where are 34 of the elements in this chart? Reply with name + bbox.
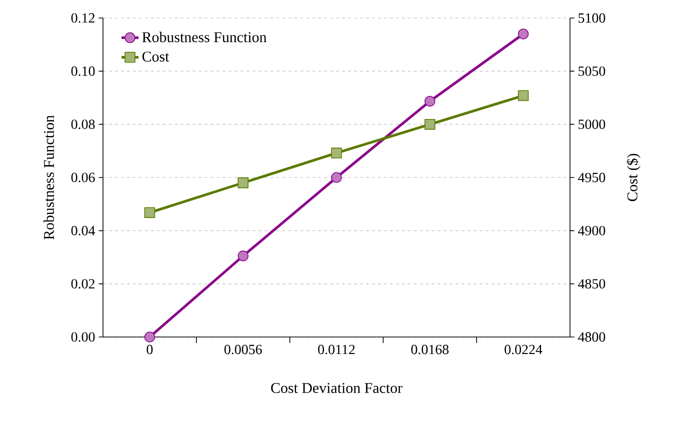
- x-tick-label: 0.0168: [411, 344, 449, 354]
- x-tick-label: 0.0112: [318, 344, 355, 354]
- point: [144, 207, 156, 218]
- x-tick-label: 0.0056: [224, 344, 262, 354]
- point: [424, 118, 436, 130]
- y2-axis-title: Cost ($): [626, 154, 640, 202]
- y2-tick-label: 4950: [578, 172, 606, 182]
- y-tick-label: 0.08: [71, 120, 95, 130]
- point: [144, 332, 156, 342]
- y-tick-label: 0.04: [71, 226, 96, 236]
- y2-tick-label: 4800: [578, 332, 606, 342]
- x-axis-title: Cost Deviation Factor: [271, 383, 402, 394]
- point: [424, 96, 436, 107]
- y-tick-label: 0.00: [71, 332, 95, 342]
- y2-tick-label: 5100: [578, 13, 606, 23]
- point: [518, 90, 529, 102]
- point: [331, 172, 342, 183]
- y-tick-label: 0.10: [71, 66, 95, 76]
- x-tick-label: 0: [146, 344, 153, 354]
- point: [331, 148, 342, 158]
- y-axis-title: Robustness Function: [44, 115, 54, 240]
- legend-label: Cost: [142, 52, 170, 62]
- point: [238, 250, 248, 262]
- point: [518, 28, 529, 40]
- x-tick-label: 0.0224: [504, 344, 542, 354]
- y-tick-label: 0.06: [71, 172, 95, 182]
- y2-tick-label: 4900: [578, 226, 606, 236]
- y2-tick-label: 5050: [578, 66, 606, 76]
- y-tick-label: 0.02: [71, 279, 94, 289]
- point: [238, 177, 248, 188]
- y2-tick-label: 4850: [578, 279, 606, 289]
- y2-tick-label: 5000: [578, 120, 606, 130]
- y-tick-label: 0.12: [71, 13, 94, 23]
- legend-label: Robustness Function: [142, 32, 267, 42]
